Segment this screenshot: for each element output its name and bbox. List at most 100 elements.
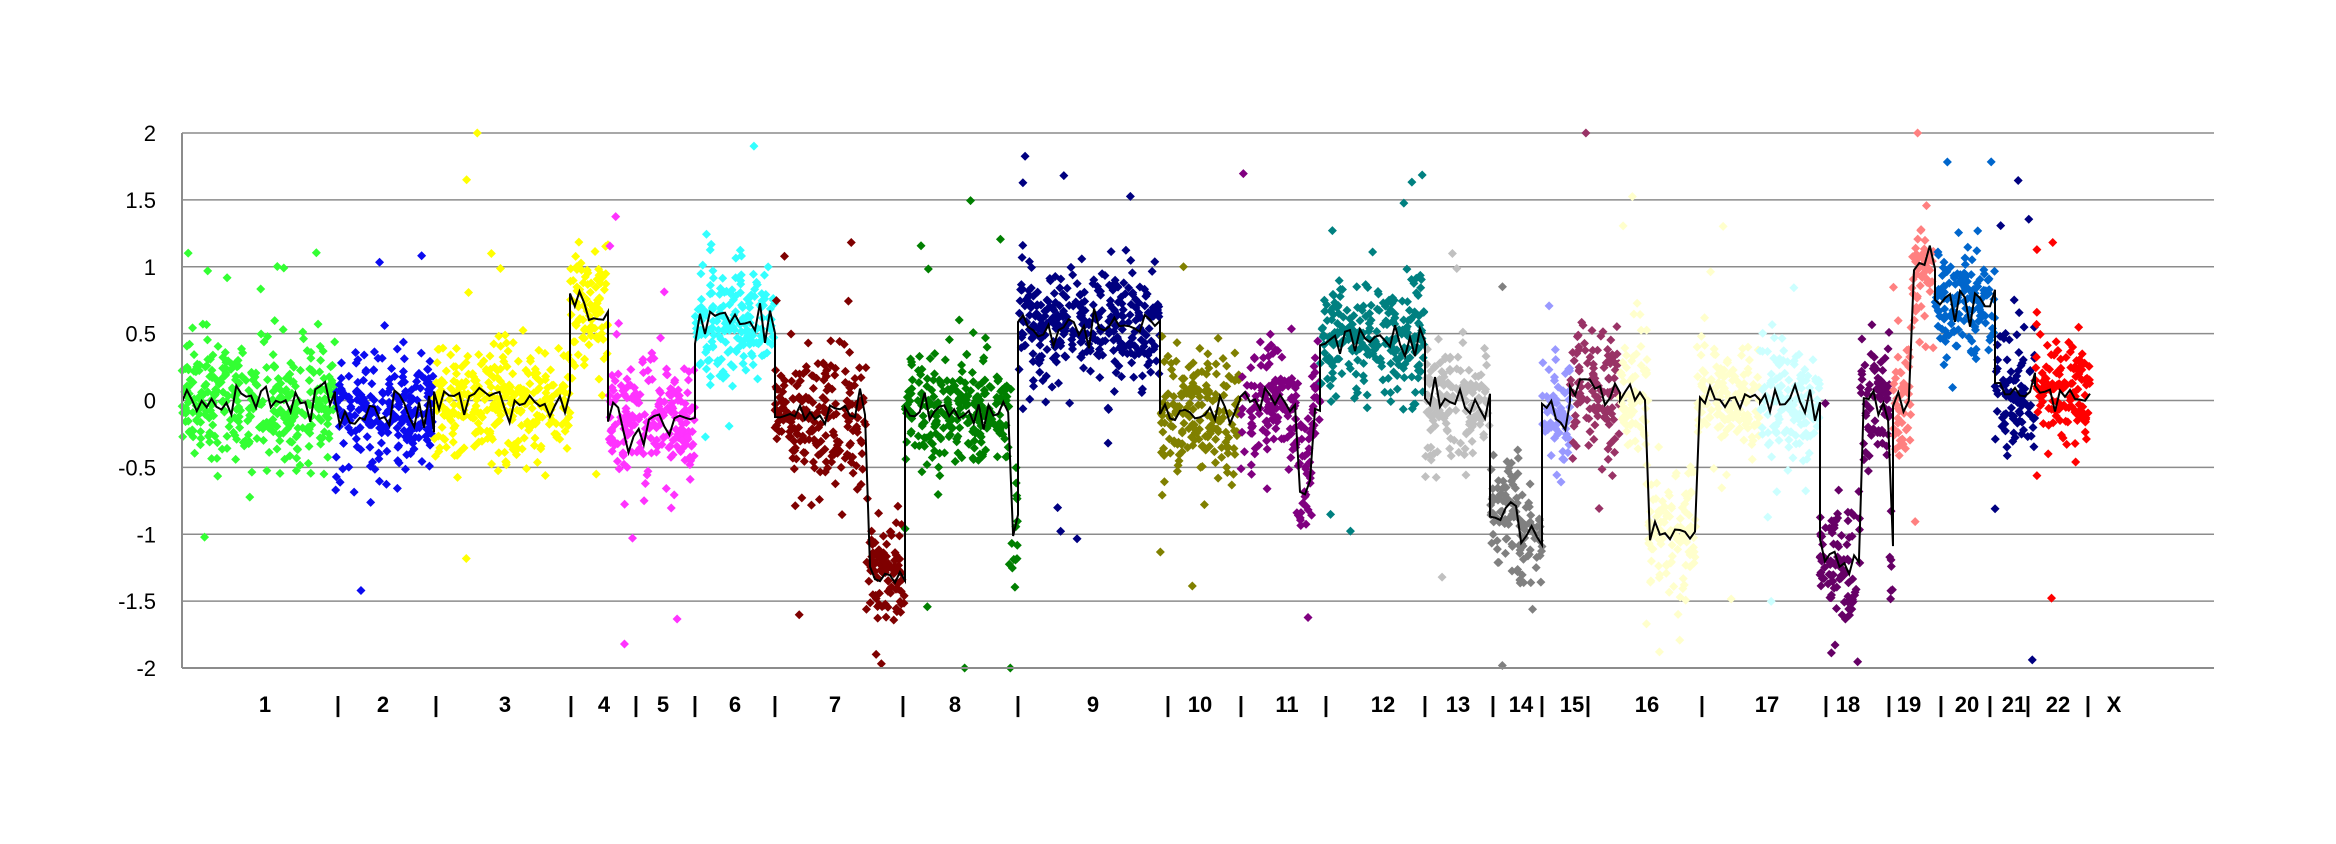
data-point — [1096, 290, 1106, 300]
data-point — [1320, 306, 1330, 316]
data-point — [326, 362, 336, 372]
data-point — [1937, 324, 1947, 334]
data-point — [1662, 509, 1672, 519]
data-point — [1910, 517, 1920, 527]
data-point — [613, 369, 623, 379]
data-point — [188, 432, 198, 442]
data-point — [1603, 454, 1613, 464]
data-point — [1337, 285, 1347, 295]
data-point — [440, 434, 450, 444]
data-point — [1546, 451, 1556, 461]
data-point — [534, 345, 544, 355]
data-point — [522, 398, 532, 408]
data-point — [435, 387, 445, 397]
data-point — [1744, 355, 1754, 365]
data-point — [1992, 406, 2002, 416]
data-point — [980, 333, 990, 343]
data-point — [2016, 381, 2026, 391]
data-point — [1380, 387, 1390, 397]
data-point — [1010, 582, 1020, 592]
data-point — [1097, 306, 1107, 316]
data-point — [813, 450, 823, 460]
data-point — [392, 412, 402, 422]
chromosome-label: 16 — [1635, 692, 1659, 717]
data-point — [1022, 298, 1032, 308]
data-point — [708, 301, 718, 311]
data-point — [1018, 404, 1028, 414]
data-point — [695, 360, 705, 370]
data-point — [375, 423, 385, 433]
data-point — [213, 341, 223, 351]
data-point — [474, 437, 484, 447]
data-point — [2039, 381, 2049, 391]
data-point — [298, 423, 308, 433]
data-point — [1923, 263, 1933, 273]
data-point — [737, 301, 747, 311]
data-point — [1497, 282, 1507, 292]
data-point — [1118, 344, 1128, 354]
data-point — [1089, 275, 1099, 285]
data-point — [1532, 552, 1542, 562]
data-point — [929, 369, 939, 379]
data-point — [1493, 483, 1503, 493]
data-point — [1050, 272, 1060, 282]
data-point — [1094, 351, 1104, 361]
data-point — [1116, 372, 1126, 382]
data-point — [449, 409, 459, 419]
data-point — [996, 422, 1006, 432]
data-point — [502, 338, 512, 348]
data-point — [1055, 301, 1065, 311]
data-point — [1788, 453, 1798, 463]
data-point — [399, 354, 409, 364]
data-point — [622, 393, 632, 403]
data-point — [2035, 329, 2045, 339]
data-point — [351, 434, 361, 444]
data-point — [263, 375, 273, 385]
chromosome-separator: | — [1987, 692, 1993, 717]
data-point — [1055, 283, 1065, 293]
data-point — [451, 369, 461, 379]
data-point — [1094, 344, 1104, 354]
data-point — [1621, 350, 1631, 360]
data-point — [592, 333, 602, 343]
data-point — [975, 449, 985, 459]
data-point — [1553, 382, 1563, 392]
data-point — [981, 445, 991, 455]
data-point — [618, 449, 628, 459]
data-point — [1347, 319, 1357, 329]
data-point — [213, 377, 223, 387]
data-point — [1692, 342, 1702, 352]
data-point — [508, 338, 518, 348]
data-point — [1654, 442, 1664, 452]
data-point — [1646, 556, 1656, 566]
data-point — [1169, 391, 1179, 401]
data-point — [1969, 285, 1979, 295]
data-point — [1048, 318, 1058, 328]
data-point — [961, 391, 971, 401]
data-point — [735, 288, 745, 298]
data-point — [373, 353, 383, 363]
data-point — [1686, 487, 1696, 497]
data-point — [1833, 509, 1843, 519]
data-point — [189, 350, 199, 360]
data-point — [569, 337, 579, 347]
data-point — [1034, 358, 1044, 368]
data-point — [890, 548, 900, 558]
data-point — [1791, 430, 1801, 440]
data-point — [1538, 358, 1548, 368]
data-point — [330, 337, 340, 347]
data-point — [1889, 379, 1899, 389]
data-point — [1386, 358, 1396, 368]
data-point — [1832, 539, 1842, 549]
data-point — [1866, 430, 1876, 440]
data-point — [1194, 424, 1204, 434]
data-point — [1474, 383, 1484, 393]
data-point — [1711, 383, 1721, 393]
data-point — [1706, 374, 1716, 384]
data-point — [1386, 305, 1396, 315]
data-point — [1677, 503, 1687, 513]
data-point — [412, 376, 422, 386]
data-point — [579, 325, 589, 335]
data-point — [1313, 336, 1323, 346]
data-point — [1271, 424, 1281, 434]
